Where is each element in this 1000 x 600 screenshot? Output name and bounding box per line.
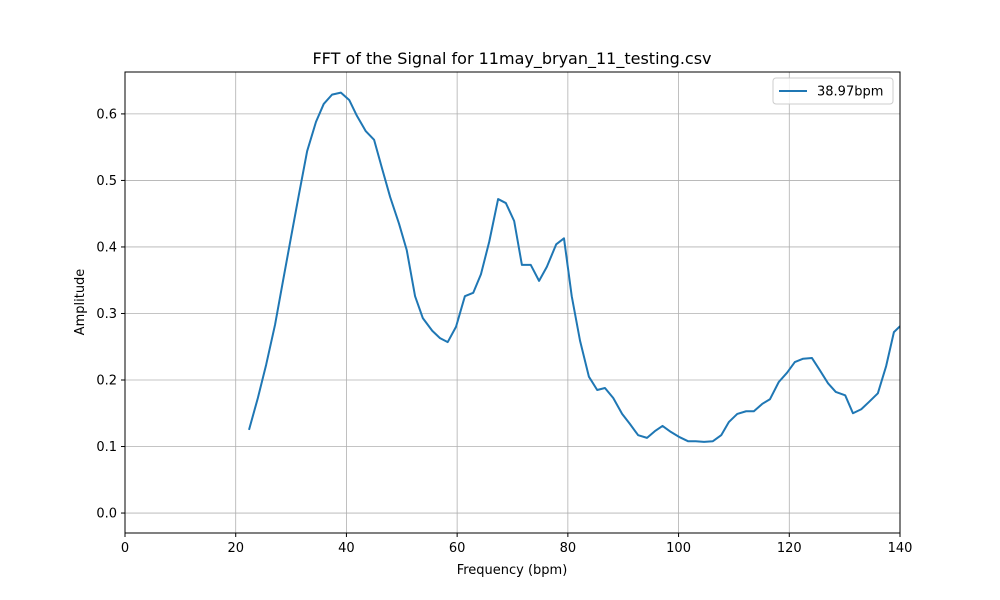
x-tick-label: 0	[121, 541, 129, 556]
x-tick-label: 40	[338, 541, 355, 556]
chart-title: FFT of the Signal for 11may_bryan_11_tes…	[312, 49, 711, 69]
x-tick-label: 140	[888, 541, 913, 556]
axes-frame	[124, 71, 901, 534]
y-tick-label: 0.2	[96, 373, 117, 388]
x-tick-label: 120	[777, 541, 802, 556]
y-tick-label: 0.4	[96, 240, 117, 255]
y-tick-label: 0.1	[96, 440, 117, 455]
x-tick-label: 80	[560, 541, 577, 556]
y-axis-label: Amplitude	[73, 269, 88, 336]
x-tick-label: 100	[666, 541, 691, 556]
y-tick-label: 0.3	[96, 307, 117, 322]
legend-label: 38.97bpm	[817, 85, 883, 100]
ticks: 0 20 40 60 80 100 120 140 0.0 0.1 0.2 0.3 0.4 0.5 0.6	[96, 107, 912, 556]
x-axis-label: Frequency (bpm)	[457, 563, 568, 578]
x-tick-label: 20	[227, 541, 244, 556]
y-tick-label: 0.6	[96, 107, 117, 122]
plot-area	[248, 91, 900, 443]
legend: 38.97bpm	[772, 77, 894, 105]
legend-box	[772, 77, 894, 105]
line-series	[248, 91, 900, 443]
x-tick-label: 60	[449, 541, 466, 556]
y-tick-label: 0.0	[96, 507, 117, 522]
y-tick-label: 0.5	[96, 174, 117, 189]
